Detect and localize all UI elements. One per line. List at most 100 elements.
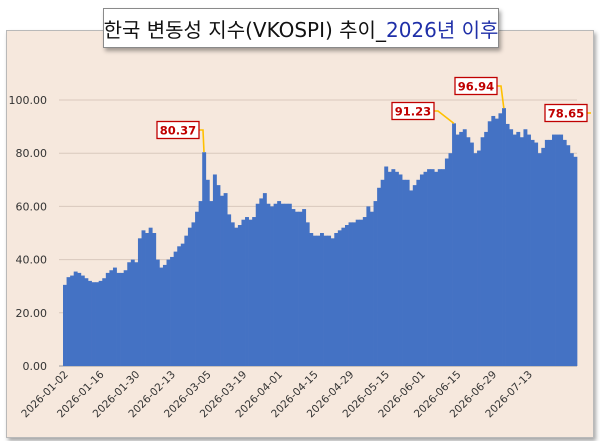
bar (63, 284, 67, 366)
bar (394, 171, 399, 366)
bar (87, 280, 92, 366)
bar (295, 211, 299, 366)
bar (459, 131, 464, 366)
bar (377, 187, 382, 366)
bar (298, 211, 303, 366)
bar (334, 233, 339, 366)
x-axis-ticks: 2026-01-022026-01-162026-01-302026-02-13… (19, 368, 535, 420)
bar (466, 137, 471, 366)
bar (419, 174, 424, 366)
bar (98, 280, 103, 366)
bar (534, 142, 539, 366)
bar (348, 222, 353, 366)
bar (127, 262, 132, 366)
bar (209, 201, 214, 366)
bar (234, 227, 239, 366)
bar (255, 203, 260, 366)
bar (230, 222, 235, 366)
bar (198, 201, 203, 366)
bar (212, 174, 217, 366)
bar (477, 150, 481, 366)
bar (105, 272, 110, 366)
bar (187, 227, 192, 366)
bar (123, 270, 128, 366)
bar (494, 118, 499, 367)
bar (448, 153, 453, 366)
callout-label: 80.37 (160, 124, 196, 138)
bar (330, 238, 335, 366)
bar (452, 123, 456, 366)
bar (412, 185, 417, 366)
bar (309, 233, 314, 366)
bar (519, 137, 524, 366)
bar (287, 203, 292, 366)
bar (155, 259, 160, 366)
bar (527, 134, 531, 366)
bar (273, 203, 278, 366)
bar (259, 198, 264, 366)
bar (380, 179, 385, 366)
bar (270, 206, 274, 366)
y-tick-label: 100.00 (9, 94, 48, 107)
chart-title: 한국 변동성 지수(VKOSPI) 추이_ (103, 17, 386, 42)
bar (434, 171, 439, 366)
callout-leader (432, 110, 455, 124)
bar (137, 238, 142, 366)
callout-box (544, 103, 588, 123)
bar (409, 190, 414, 366)
bar (444, 158, 449, 366)
bar (284, 203, 289, 366)
bar (484, 131, 489, 366)
bar (337, 230, 342, 366)
bar (184, 235, 189, 366)
bar (430, 169, 435, 366)
bar (537, 153, 542, 366)
bar (216, 185, 221, 366)
bar (262, 193, 267, 366)
bar (416, 179, 421, 366)
bar (241, 219, 246, 366)
bar (223, 193, 228, 366)
bar (191, 222, 196, 366)
bar (462, 129, 467, 366)
bar (148, 227, 153, 366)
callout-label: 91.23 (395, 105, 431, 119)
bar (116, 272, 121, 366)
bar (195, 211, 199, 366)
bar (555, 134, 560, 366)
bar (84, 278, 89, 366)
bar (112, 267, 117, 366)
bar (491, 115, 496, 367)
bar (80, 275, 85, 366)
bar (530, 139, 535, 366)
bar (541, 147, 546, 366)
bar (237, 225, 242, 366)
bar (509, 129, 514, 366)
bar (73, 271, 78, 366)
bar (248, 219, 253, 366)
bar (202, 152, 207, 366)
y-axis-ticks: 0.00 20.00 40.00 60.00 80.00 100.00 (9, 94, 48, 373)
bar (423, 171, 428, 366)
bar (145, 233, 150, 366)
bar (159, 267, 164, 366)
bar (166, 259, 171, 366)
bar (227, 214, 232, 366)
bar (427, 169, 432, 366)
bar (544, 139, 549, 366)
bar (320, 233, 324, 366)
bar (523, 129, 528, 366)
bar (487, 121, 492, 366)
bar (109, 270, 114, 366)
bar (562, 139, 567, 366)
bar (280, 203, 285, 366)
bar (505, 123, 510, 366)
bar (573, 156, 578, 366)
bar (95, 282, 100, 366)
bar (277, 201, 282, 366)
bar (359, 219, 364, 366)
bar (152, 233, 157, 366)
bar (559, 134, 564, 366)
y-tick-label: 0.00 (23, 360, 48, 373)
